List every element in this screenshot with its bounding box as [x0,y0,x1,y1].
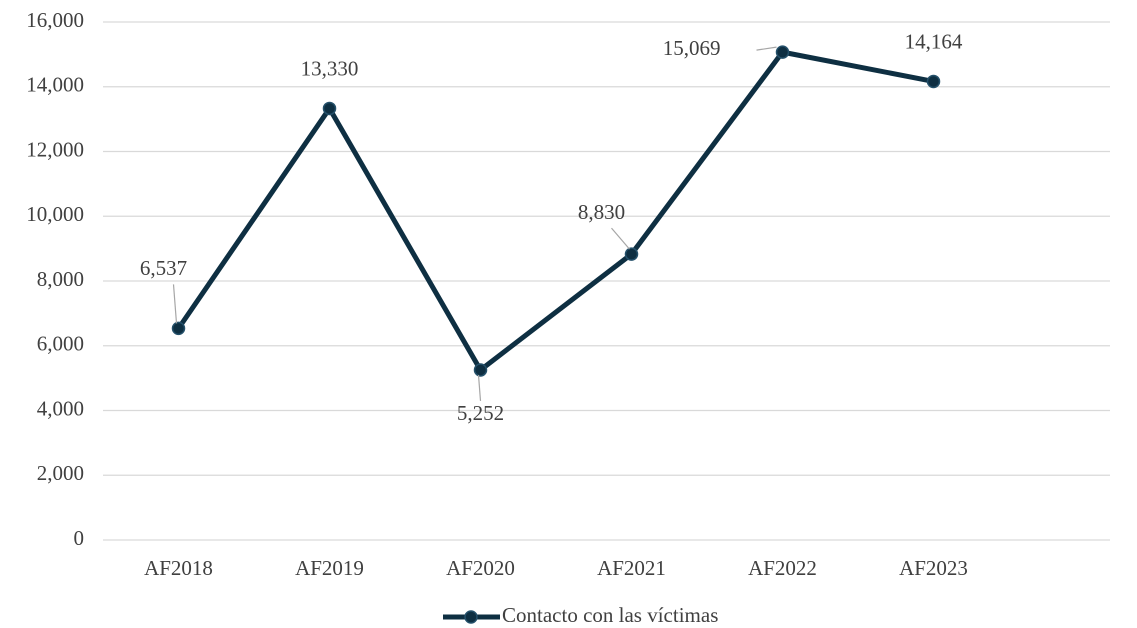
series-line [176,49,934,373]
y-tick-label: 2,000 [37,461,84,485]
data-label: 13,330 [301,56,359,80]
x-tick-label: AF2021 [597,556,666,580]
data-point [322,101,337,116]
data-point [624,247,639,261]
data-label: 15,069 [663,36,721,60]
x-tick-label: AF2018 [144,556,213,580]
leader-line [611,227,630,250]
leader-line [477,374,482,402]
data-label: 5,252 [457,401,504,425]
y-tick-label: 14,000 [26,73,84,97]
data-point [926,74,941,89]
y-tick-label: 8,000 [37,267,84,291]
y-tick-label: 6,000 [37,332,84,356]
leader-line [756,46,777,51]
data-point [775,45,790,59]
x-tick-label: AF2019 [295,556,364,580]
x-tick-label: AF2022 [748,556,817,580]
y-tick-label: 16,000 [26,8,84,32]
data-point [473,363,488,377]
leader-line [172,284,178,324]
data-point [171,321,186,336]
y-tick-label: 4,000 [37,396,84,420]
data-label: 8,830 [578,200,625,224]
x-tick-label: AF2023 [899,556,968,580]
data-label: 14,164 [905,29,963,53]
y-tick-label: 12,000 [26,137,84,161]
y-tick-label: 10,000 [26,202,84,226]
x-tick-label: AF2020 [446,556,515,580]
y-tick-label: 0 [74,526,85,550]
legend-marker [464,610,478,624]
legend-label: Contacto con las víctimas [502,603,718,627]
data-label: 6,537 [140,256,187,280]
